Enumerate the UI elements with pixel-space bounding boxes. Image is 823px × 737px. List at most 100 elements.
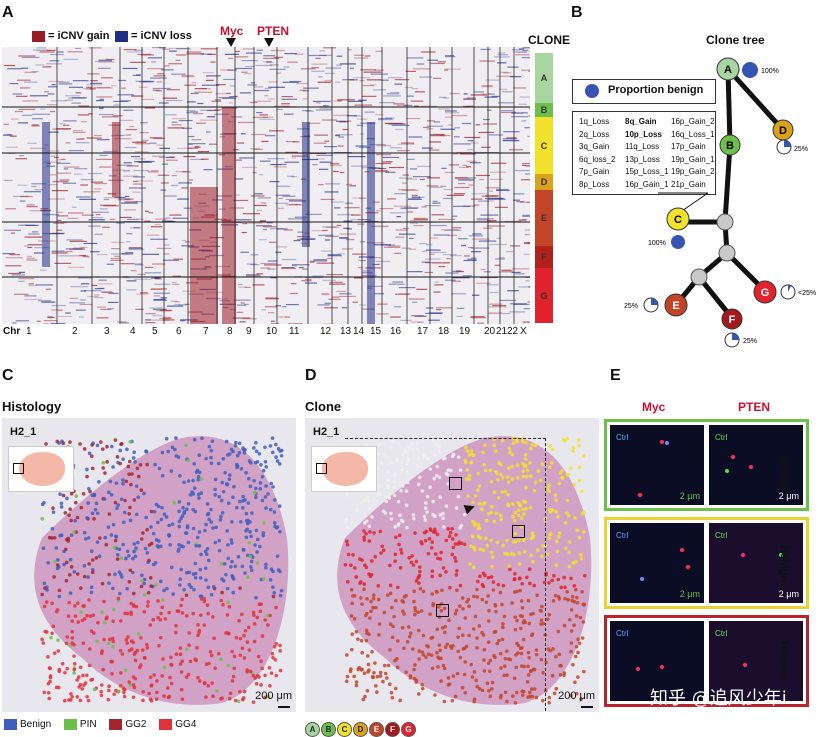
node-e-label: E: [672, 300, 679, 312]
clone-key-b: B: [321, 722, 336, 737]
node-d-label: D: [779, 125, 787, 137]
chr-label-21: 21: [496, 326, 507, 337]
chr-label-12: 12: [320, 326, 331, 337]
ctrl-label: Ctrl: [715, 629, 727, 638]
legend-gg2: GG2: [125, 719, 146, 730]
watermark: 知乎 @追风少年i: [650, 684, 787, 710]
pct-c: 100%: [648, 240, 666, 247]
clone-bar-a: A: [535, 53, 553, 103]
myc-signal: [660, 665, 664, 669]
benign-swatch: [4, 719, 17, 730]
internal-node-3: [691, 269, 707, 285]
chr-label-15: 15: [370, 326, 381, 337]
pct-a: 100%: [761, 68, 779, 75]
pten-marker-label: PTEN: [257, 24, 289, 38]
chr-label-20: 20: [484, 326, 495, 337]
pie-e-slice: [651, 298, 658, 305]
fish-myc-cell-1: Ctrl 2 μm: [610, 425, 704, 505]
edge-a-d: [728, 69, 783, 130]
histology-scale-label: 200 μm: [255, 690, 292, 702]
legend-benign: Benign: [20, 719, 51, 730]
legend-pin: PIN: [80, 719, 97, 730]
clone-map-title: Clone: [305, 399, 341, 414]
pct-e: 25%: [624, 303, 638, 310]
node-a-label: A: [724, 64, 732, 76]
chr-label-17: 17: [417, 326, 428, 337]
ctrl-signal: [665, 441, 669, 445]
loss-legend-label: = iCNV loss: [131, 30, 192, 42]
inset-tissue-icon: [19, 452, 65, 486]
ctrl-label: Ctrl: [715, 433, 727, 442]
clone-title: CLONE: [528, 33, 570, 47]
histology-legend: Benign PIN GG2 GG4: [4, 719, 196, 730]
myc-signal: [636, 667, 640, 671]
clone-map-inset: [311, 446, 377, 492]
myc-marker-label: Myc: [220, 24, 243, 38]
histology-sample-label: H2_1: [10, 426, 36, 438]
inset-roi-icon-d: [316, 463, 327, 474]
pin-swatch: [64, 719, 77, 730]
pten-signal: [741, 553, 745, 557]
histology-inset: [8, 446, 74, 492]
gg4-swatch: [159, 719, 172, 730]
fish-scale-label: 2 μm: [680, 491, 700, 501]
internal-node-1: [717, 214, 733, 230]
chr-label-13: 13: [340, 326, 351, 337]
histology-scale-bar: [278, 706, 290, 708]
edge-b-node: [725, 145, 730, 222]
fish-col-myc: Myc: [642, 400, 665, 414]
clone-map-scale-bar: [581, 706, 593, 708]
fish-row-label-2: Benign: [778, 545, 790, 582]
loss-swatch: [115, 31, 128, 42]
chr-axis-label: Chr: [3, 326, 20, 337]
myc-signal: [638, 493, 642, 497]
ctrl-signal: [640, 577, 644, 581]
ctrl-label: Ctrl: [616, 433, 628, 442]
loss-legend: = iCNV loss: [115, 30, 192, 42]
pie-a-icon: [742, 62, 758, 78]
pten-signal: [749, 465, 753, 469]
legend-gg4: GG4: [175, 719, 196, 730]
clone-bar-d: D: [535, 174, 553, 190]
node-c-label: C: [674, 214, 682, 226]
ctrl-label: Ctrl: [715, 531, 727, 540]
gain-legend-label: = iCNV gain: [48, 30, 109, 42]
roi-box-1: [449, 477, 462, 490]
node-g-label: G: [761, 287, 770, 299]
myc-signal: [686, 565, 690, 569]
pie-d-slice: [784, 140, 791, 147]
clone-map-sample-label: H2_1: [313, 426, 339, 438]
heatmap-canvas: [2, 47, 530, 324]
chr-label-4: 4: [130, 326, 136, 337]
pten-arrow-icon: [264, 38, 274, 47]
panel-e-letter: E: [610, 367, 621, 385]
inset-roi-icon: [13, 463, 24, 474]
clone-bar-c: C: [535, 117, 553, 174]
clone-key-e: E: [369, 722, 384, 737]
panel-a-letter: A: [2, 4, 14, 22]
gain-swatch: [32, 31, 45, 42]
histology-title: Histology: [2, 399, 61, 414]
inset-tissue-icon-d: [322, 452, 368, 486]
panel-d-letter: D: [305, 367, 317, 385]
clone-bar-e: E: [535, 190, 553, 246]
chr-label-7: 7: [203, 326, 209, 337]
myc-signal: [660, 440, 664, 444]
roi-box-2: [512, 525, 525, 538]
chr-label-X: X: [520, 326, 527, 337]
pct-g: <25%: [798, 290, 816, 297]
chr-label-10: 10: [266, 326, 277, 337]
ctrl-label: Ctrl: [616, 629, 628, 638]
fish-row-label-1: Benign: [778, 455, 790, 492]
clone-bar-f: F: [535, 246, 553, 268]
gg2-swatch: [109, 719, 122, 730]
chr-label-14: 14: [353, 326, 364, 337]
chr-label-6: 6: [176, 326, 182, 337]
chr-label-2: 2: [72, 326, 78, 337]
pie-c-icon: [671, 235, 685, 249]
fish-scale-label: 2 μm: [779, 491, 799, 501]
clone-map-scale-label: 200 μm: [558, 690, 595, 702]
clone-tree: A B D C E F G 100% 25% 100% 25% 25% <25%: [560, 55, 823, 355]
clone-map-image: H2_1 200 μm: [305, 418, 599, 712]
roi-box-3: [436, 604, 449, 617]
